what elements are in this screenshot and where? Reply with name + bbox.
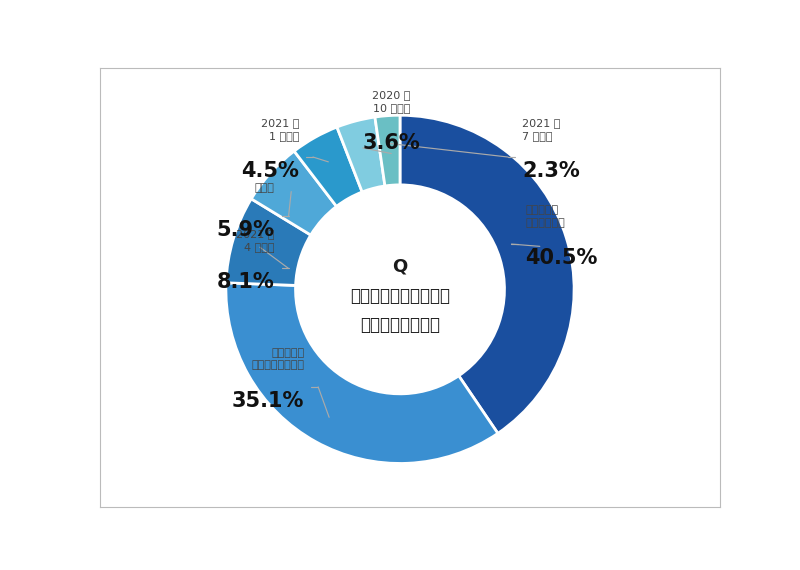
Wedge shape [251, 151, 337, 235]
Text: 2020 年
10 月以降: 2020 年 10 月以降 [372, 90, 410, 113]
Text: 5.9%: 5.9% [217, 220, 274, 240]
Text: 40.5%: 40.5% [526, 248, 598, 268]
Text: 3.6%: 3.6% [362, 133, 420, 153]
Text: Q: Q [392, 258, 408, 276]
Wedge shape [375, 115, 400, 186]
Text: 入国制限が
解除されたらすぐ: 入国制限が 解除されたらすぐ [251, 348, 304, 370]
Wedge shape [226, 199, 310, 286]
Wedge shape [337, 117, 385, 192]
Text: その他: その他 [254, 184, 274, 193]
Text: 35.1%: 35.1% [232, 391, 304, 411]
Text: 4.5%: 4.5% [241, 161, 299, 181]
Text: 2021 年
1 月以降: 2021 年 1 月以降 [261, 118, 299, 141]
Text: 2021 年
4 月以降: 2021 年 4 月以降 [236, 229, 274, 252]
Wedge shape [226, 283, 498, 463]
Text: 2021 年
7 月以降: 2021 年 7 月以降 [522, 118, 560, 141]
Text: 2.3%: 2.3% [522, 161, 580, 181]
Wedge shape [294, 127, 362, 206]
Circle shape [295, 185, 505, 394]
Text: 8.1%: 8.1% [217, 272, 274, 292]
Wedge shape [400, 115, 574, 433]
Text: ワクチンが
できたらすぐ: ワクチンが できたらすぐ [526, 205, 565, 227]
Text: どんな状況になったら
海外へ行きたいか: どんな状況になったら 海外へ行きたいか [350, 287, 450, 334]
